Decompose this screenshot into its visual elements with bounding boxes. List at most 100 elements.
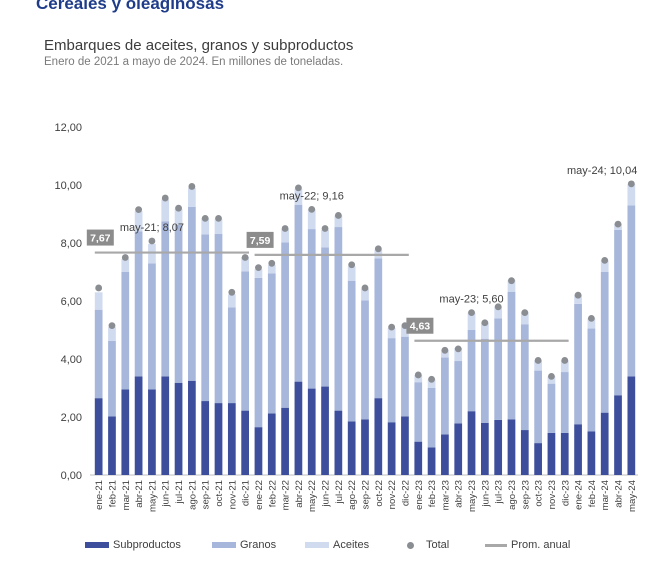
bar-subproductos — [214, 403, 223, 475]
x-tick-label: abr-21 — [134, 480, 145, 508]
bar-subproductos — [494, 419, 503, 475]
bar-aceites — [494, 306, 503, 319]
bar-aceites — [307, 209, 316, 230]
total-dot — [268, 259, 276, 267]
annotation-label: may-24; 10,04 — [567, 165, 637, 177]
x-tick-label: may-23 — [467, 480, 478, 512]
total-dot — [521, 309, 529, 316]
total-dot — [548, 373, 555, 380]
annotation-label: may-21; 8,07 — [120, 222, 184, 234]
legend-item-subproductos: Subproductos — [85, 539, 181, 551]
total-dot — [388, 323, 396, 331]
bar-subproductos — [161, 376, 170, 475]
bar-granos — [374, 258, 383, 399]
total-dot — [161, 194, 169, 202]
x-tick-label: sep-23 — [520, 480, 531, 509]
chart-subtitle: Enero de 2021 a mayo de 2024. En millone… — [44, 56, 344, 68]
bar-granos — [414, 382, 423, 442]
average-badge — [86, 229, 114, 246]
total-dot — [587, 315, 595, 322]
bar-aceites — [201, 218, 210, 235]
x-tick-label: mar-21 — [121, 480, 132, 510]
x-tick-label: jun-23 — [480, 480, 491, 508]
bar-subproductos — [507, 419, 516, 475]
bar-aceites — [94, 292, 103, 310]
total-dot — [574, 291, 582, 299]
bar-subproductos — [281, 407, 289, 475]
bar-subproductos — [427, 447, 436, 475]
bar-aceites — [347, 266, 356, 281]
bar-granos — [321, 247, 329, 387]
bar-granos — [214, 234, 223, 404]
x-tick-label: ene-21 — [94, 480, 105, 510]
x-tick-label: sep-21 — [201, 480, 212, 509]
total-dot — [241, 254, 249, 261]
bar-subproductos — [334, 410, 343, 475]
bar-subproductos — [108, 416, 116, 475]
bar-granos — [121, 272, 130, 390]
bar-subproductos — [467, 411, 476, 475]
bar-granos — [134, 231, 143, 377]
bar-aceites — [267, 264, 276, 274]
bar-aceites — [534, 360, 542, 371]
legend-item-promedio: Prom. anual — [485, 539, 570, 551]
bar-granos — [534, 370, 542, 444]
bar-granos — [520, 324, 529, 431]
legend-label-subproductos: Subproductos — [113, 539, 181, 551]
bar-aceites — [454, 347, 463, 362]
total-dot — [228, 288, 236, 296]
bar-subproductos — [241, 410, 250, 475]
bar-subproductos — [201, 401, 210, 475]
bar-subproductos — [361, 419, 369, 475]
bar-subproductos — [587, 431, 596, 475]
x-tick-label: nov-21 — [227, 480, 238, 509]
average-badge — [246, 231, 274, 248]
bar-aceites — [254, 269, 263, 278]
total-dot — [308, 205, 316, 213]
total-dot — [374, 245, 382, 253]
bar-subproductos — [374, 398, 383, 475]
y-tick-label: 12,00 — [54, 122, 82, 134]
bar-granos — [467, 330, 476, 412]
bar-granos — [441, 357, 449, 435]
total-dot — [508, 277, 515, 285]
bar-subproductos — [600, 412, 609, 475]
bar-granos — [94, 309, 103, 399]
x-tick-label: sep-22 — [361, 480, 372, 509]
x-tick-label: oct-21 — [214, 480, 225, 507]
x-tick-label: oct-22 — [374, 480, 385, 507]
bar-granos — [627, 205, 636, 377]
average-label: 4,63 — [410, 321, 431, 333]
total-dot — [215, 214, 222, 222]
bar-subproductos — [401, 416, 409, 475]
bar-subproductos — [387, 422, 396, 475]
bar-aceites — [600, 260, 609, 272]
bar-granos — [494, 318, 503, 420]
bar-granos — [201, 234, 210, 402]
bar-aceites — [134, 211, 143, 232]
total-dot — [441, 346, 449, 354]
bar-subproductos — [321, 386, 329, 475]
x-tick-label: ago-21 — [187, 480, 198, 510]
x-tick-label: jul-22 — [334, 480, 345, 504]
bar-subproductos — [414, 441, 423, 475]
bar-aceites — [427, 379, 436, 388]
annotation-label: may-23; 5,60 — [439, 294, 503, 306]
x-tick-label: dic-22 — [400, 480, 411, 506]
x-tick-label: ene-22 — [254, 480, 265, 510]
x-tick-label: ene-24 — [574, 479, 585, 510]
annotation-label: may-22; 9,16 — [280, 190, 344, 202]
bar-subproductos — [94, 398, 103, 475]
bar-subproductos — [254, 427, 263, 475]
total-dot — [108, 322, 116, 330]
x-tick-label: may-22 — [307, 480, 318, 512]
x-tick-label: feb-23 — [427, 480, 438, 507]
bar-aceites — [241, 256, 250, 272]
bar-aceites — [480, 322, 489, 339]
bar-aceites — [401, 326, 409, 337]
bar-subproductos — [534, 443, 542, 475]
x-tick-label: nov-23 — [547, 480, 558, 509]
bar-subproductos — [480, 422, 489, 475]
bar-granos — [454, 361, 463, 424]
bar-aceites — [387, 327, 396, 339]
